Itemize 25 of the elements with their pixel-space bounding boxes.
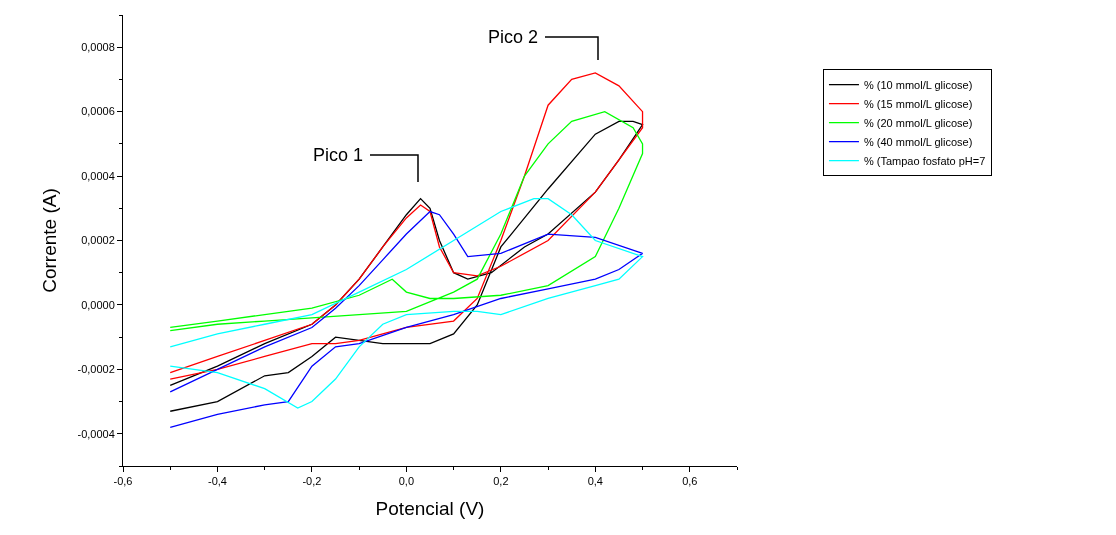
x-tick-label: -0,4 (207, 475, 227, 488)
x-tick-label: -0,6 (113, 475, 133, 488)
y-tick-label: 0,0002 (81, 234, 115, 247)
legend-label: % (10 mmol/L glicose) (863, 78, 973, 91)
x-tick-label: 0,4 (587, 475, 603, 488)
x-tick-label: -0,2 (302, 475, 322, 488)
x-tick-label: 0,6 (682, 475, 698, 488)
legend-label: % (40 mmol/L glicose) (863, 135, 973, 148)
legend-label: % (Tampao fosfato pH=7 (863, 154, 986, 167)
y-tick-label: -0,0002 (77, 363, 115, 376)
y-tick-label: 0,0000 (81, 298, 115, 311)
x-axis-title: Potencial (V) (375, 498, 485, 519)
y-tick-label: 0,0006 (81, 105, 115, 118)
annotation: Pico 1 (313, 145, 364, 165)
y-tick-label: 0,0008 (81, 41, 115, 54)
annotation: Pico 2 (488, 27, 539, 47)
x-tick-label: 0,0 (398, 475, 415, 488)
line-series (169, 72, 644, 380)
line-series (169, 110, 644, 332)
y-tick-label: 0,0004 (81, 169, 115, 182)
legend-label: % (20 mmol/L glicose) (863, 116, 973, 129)
y-tick-label: -0,0004 (77, 427, 115, 440)
legend-label: % (15 mmol/L glicose) (863, 97, 973, 110)
y-axis-title: Corrente (A) (39, 188, 61, 293)
x-tick-label: 0,2 (493, 475, 509, 488)
